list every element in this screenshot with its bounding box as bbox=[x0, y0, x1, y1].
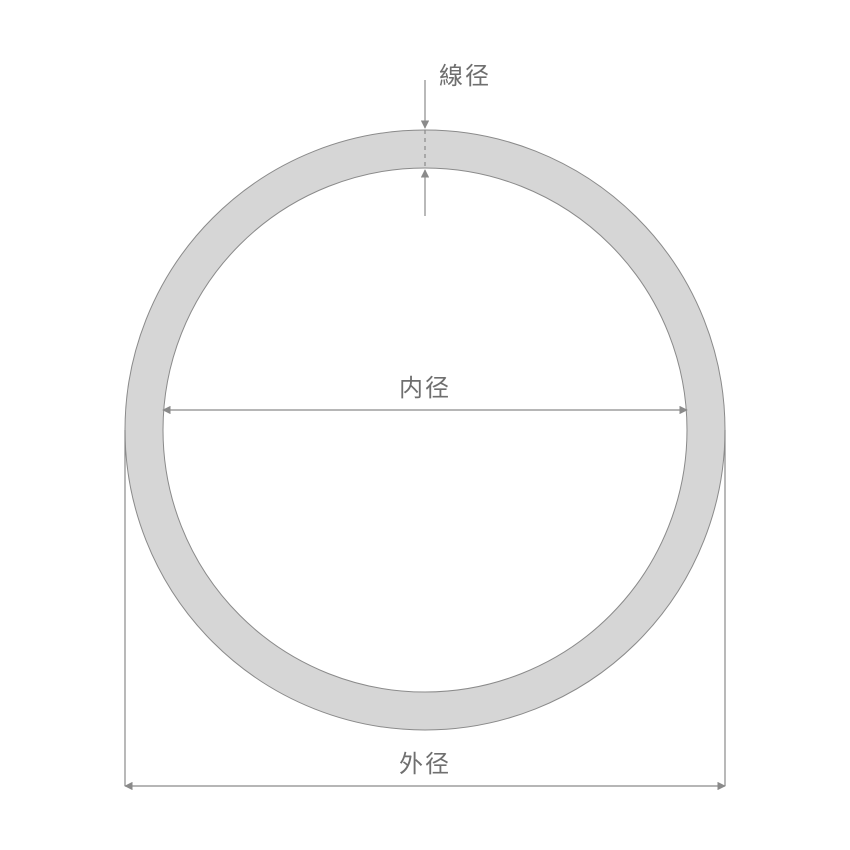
ring-dimension-diagram: 線径 内径 外径 bbox=[0, 0, 850, 850]
inner-diameter-label: 内径 bbox=[399, 375, 451, 402]
outer-diameter-label: 外径 bbox=[399, 751, 451, 778]
inner-circle bbox=[163, 168, 687, 692]
ring-shape bbox=[125, 130, 725, 730]
wire-diameter-label: 線径 bbox=[439, 63, 491, 90]
